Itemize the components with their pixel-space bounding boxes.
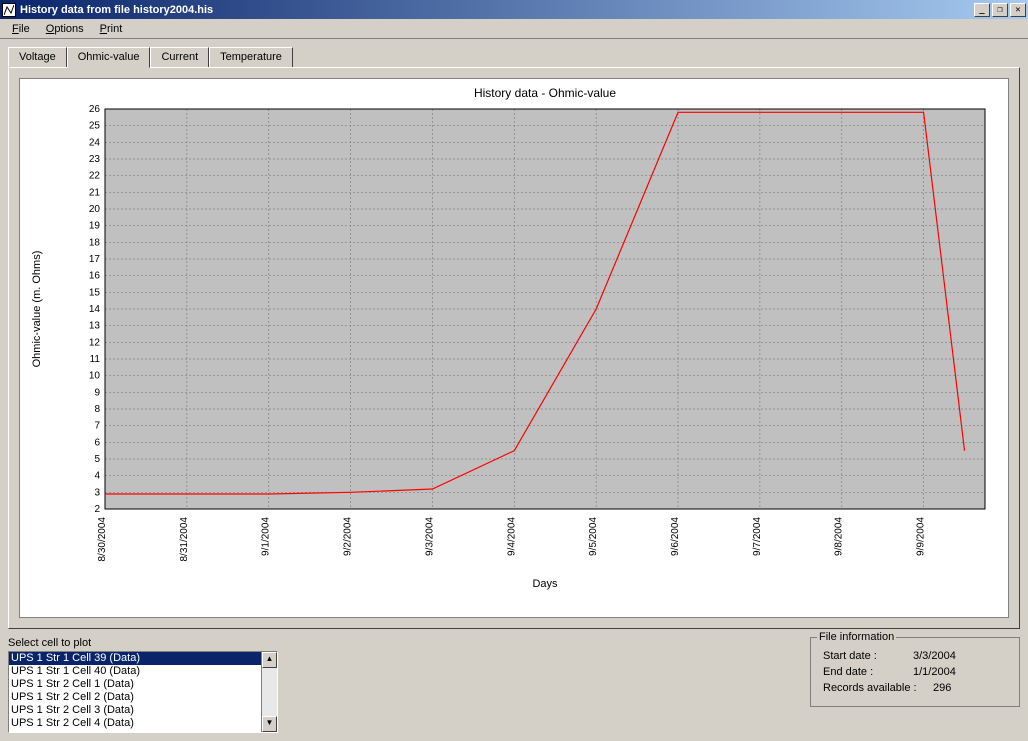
tab-temperature[interactable]: Temperature xyxy=(209,47,293,67)
list-item[interactable]: UPS 1 Str 2 Cell 2 (Data) xyxy=(9,691,261,704)
list-item[interactable]: UPS 1 Str 2 Cell 3 (Data) xyxy=(9,704,261,717)
cell-listbox-inner[interactable]: UPS 1 Str 1 Cell 39 (Data)UPS 1 Str 1 Ce… xyxy=(9,652,261,732)
minimize-button[interactable]: _ xyxy=(974,3,990,17)
svg-text:9/6/2004: 9/6/2004 xyxy=(670,517,681,556)
svg-text:9/2/2004: 9/2/2004 xyxy=(343,517,354,556)
svg-text:8/30/2004: 8/30/2004 xyxy=(97,517,108,562)
info-row-end: End date : 1/1/2004 xyxy=(823,666,1007,678)
svg-text:18: 18 xyxy=(89,237,101,248)
svg-text:15: 15 xyxy=(89,287,101,298)
svg-text:3: 3 xyxy=(94,487,100,498)
content-area: Voltage Ohmic-value Current Temperature … xyxy=(0,39,1028,741)
list-item[interactable]: UPS 1 Str 1 Cell 39 (Data) xyxy=(9,652,261,665)
chart-container: 2345678910111213141516171819202122232425… xyxy=(19,78,1009,618)
svg-text:8/31/2004: 8/31/2004 xyxy=(179,517,190,562)
window-controls: _ ❐ ✕ xyxy=(974,3,1026,17)
svg-text:13: 13 xyxy=(89,321,101,332)
tab-panel: 2345678910111213141516171819202122232425… xyxy=(8,67,1020,629)
file-info-legend: File information xyxy=(817,631,896,643)
titlebar: History data from file history2004.his _… xyxy=(0,0,1028,19)
info-row-records: Records available : 296 xyxy=(823,682,1007,694)
listbox-scrollbar[interactable]: ▲ ▼ xyxy=(261,652,277,732)
svg-text:11: 11 xyxy=(90,354,101,365)
svg-text:19: 19 xyxy=(89,221,101,232)
svg-text:9/3/2004: 9/3/2004 xyxy=(424,517,435,556)
svg-text:25: 25 xyxy=(89,121,101,132)
end-date-label: End date : xyxy=(823,666,913,678)
file-info-panel: File information Start date : 3/3/2004 E… xyxy=(810,637,1020,707)
svg-text:Days: Days xyxy=(532,578,558,590)
svg-text:20: 20 xyxy=(89,204,101,215)
records-label: Records available : xyxy=(823,682,933,694)
list-item[interactable]: UPS 1 Str 1 Cell 40 (Data) xyxy=(9,665,261,678)
svg-text:16: 16 xyxy=(89,271,101,282)
svg-text:9/1/2004: 9/1/2004 xyxy=(261,517,272,556)
svg-text:22: 22 xyxy=(89,171,101,182)
svg-text:Ohmic-value (m. Ohms): Ohmic-value (m. Ohms) xyxy=(31,251,43,368)
svg-text:9/5/2004: 9/5/2004 xyxy=(588,517,599,556)
menubar: File Options Print xyxy=(0,19,1028,39)
list-item[interactable]: UPS 1 Str 2 Cell 1 (Data) xyxy=(9,678,261,691)
tab-strip: Voltage Ohmic-value Current Temperature xyxy=(8,47,1020,67)
tab-current[interactable]: Current xyxy=(150,47,209,67)
info-row-start: Start date : 3/3/2004 xyxy=(823,650,1007,662)
svg-text:21: 21 xyxy=(89,187,101,198)
menu-options[interactable]: Options xyxy=(38,21,92,37)
svg-text:9/9/2004: 9/9/2004 xyxy=(916,517,927,556)
svg-text:4: 4 xyxy=(94,471,100,482)
tab-voltage[interactable]: Voltage xyxy=(8,47,67,67)
records-value: 296 xyxy=(933,682,951,694)
svg-text:9/8/2004: 9/8/2004 xyxy=(834,517,845,556)
menu-print[interactable]: Print xyxy=(92,21,131,37)
svg-text:7: 7 xyxy=(94,421,100,432)
svg-text:10: 10 xyxy=(89,371,101,382)
svg-text:5: 5 xyxy=(94,454,100,465)
svg-text:9: 9 xyxy=(94,387,100,398)
svg-text:17: 17 xyxy=(89,254,101,265)
svg-text:2: 2 xyxy=(94,504,100,515)
tab-ohmic-value[interactable]: Ohmic-value xyxy=(67,47,151,68)
bottom-controls: Select cell to plot UPS 1 Str 1 Cell 39 … xyxy=(8,637,1020,733)
svg-text:9/4/2004: 9/4/2004 xyxy=(506,517,517,556)
chart-svg: 2345678910111213141516171819202122232425… xyxy=(20,79,1006,617)
svg-text:23: 23 xyxy=(89,154,101,165)
svg-text:14: 14 xyxy=(89,304,101,315)
cell-listbox[interactable]: UPS 1 Str 1 Cell 39 (Data)UPS 1 Str 1 Ce… xyxy=(8,651,278,733)
close-button[interactable]: ✕ xyxy=(1010,3,1026,17)
menu-file[interactable]: File xyxy=(4,21,38,37)
list-item[interactable]: UPS 1 Str 2 Cell 4 (Data) xyxy=(9,717,261,730)
scroll-track[interactable] xyxy=(262,668,277,716)
svg-text:12: 12 xyxy=(89,337,101,348)
svg-text:History data - Ohmic-value: History data - Ohmic-value xyxy=(474,86,616,100)
svg-text:26: 26 xyxy=(89,104,101,115)
svg-text:9/7/2004: 9/7/2004 xyxy=(752,517,763,556)
maximize-button[interactable]: ❐ xyxy=(992,3,1008,17)
svg-text:8: 8 xyxy=(94,404,100,415)
window-title: History data from file history2004.his xyxy=(20,4,974,16)
end-date-value: 1/1/2004 xyxy=(913,666,956,678)
start-date-value: 3/3/2004 xyxy=(913,650,956,662)
scroll-up-button[interactable]: ▲ xyxy=(262,652,277,668)
app-icon xyxy=(2,3,16,17)
cell-selector-label: Select cell to plot xyxy=(8,637,278,649)
svg-text:6: 6 xyxy=(94,437,100,448)
start-date-label: Start date : xyxy=(823,650,913,662)
scroll-down-button[interactable]: ▼ xyxy=(262,716,277,732)
cell-selector: Select cell to plot UPS 1 Str 1 Cell 39 … xyxy=(8,637,278,733)
svg-text:24: 24 xyxy=(89,137,101,148)
